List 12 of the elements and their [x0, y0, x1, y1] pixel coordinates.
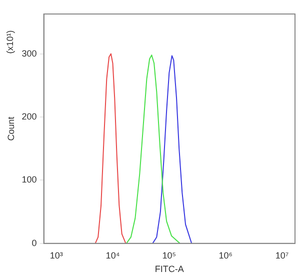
y-tick-label: 0	[32, 238, 37, 248]
x-tick-label: 10⁴	[106, 250, 120, 260]
x-tick-label: 10⁶	[218, 250, 233, 260]
x-tick-label: 10⁵	[162, 250, 176, 260]
y-tick-label: 100	[22, 174, 37, 185]
x-tick-label: 10³	[50, 250, 63, 260]
x-tick-label: 10⁷	[275, 250, 289, 260]
y-tick-label: 200	[22, 111, 37, 122]
y-tick-label: 300	[22, 48, 37, 58]
y-axis-title: Count	[6, 116, 16, 141]
text: (x10¹)	[5, 30, 15, 54]
x-axis-title: FITC-A	[154, 264, 184, 274]
